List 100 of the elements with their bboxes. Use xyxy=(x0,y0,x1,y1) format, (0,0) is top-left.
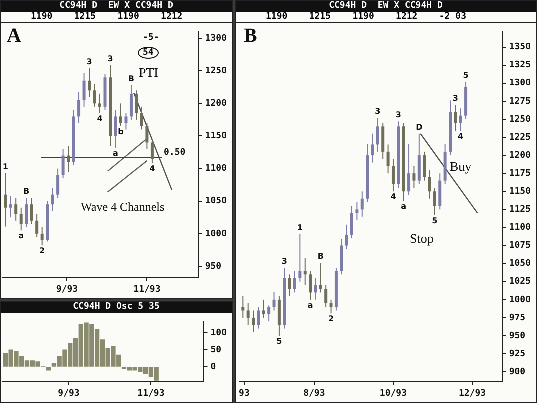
candlestick xyxy=(93,84,96,108)
y-tick-label: 1200 xyxy=(205,99,228,110)
candlestick xyxy=(423,151,426,182)
annotation: Wave 4 Channels xyxy=(81,200,165,215)
candlestick xyxy=(392,158,395,192)
chart-subtitle: 1190 1215 1190 1212 -2 03 xyxy=(236,12,536,23)
y-tick-label: 1300 xyxy=(205,34,228,44)
annotation: 3 xyxy=(108,54,114,64)
annotation: -5- xyxy=(143,33,160,43)
candlestick xyxy=(246,303,250,326)
chart-title: CC94H D Osc 5 35 xyxy=(1,302,232,313)
y-tick-label: 1300 xyxy=(509,78,532,89)
y-tick-label: 1150 xyxy=(205,132,228,142)
candlestick xyxy=(408,144,411,196)
candlestick xyxy=(459,108,462,132)
y-tick-label: 1175 xyxy=(509,168,532,179)
candlestick xyxy=(360,191,364,218)
annotation: 3 xyxy=(452,94,458,104)
x-tick-label: 11/93 xyxy=(134,284,161,295)
candlestick xyxy=(82,72,86,108)
chart-title: CC94H D EW X CC94H D xyxy=(236,1,536,12)
annotation: 5 xyxy=(432,216,438,226)
candlestick xyxy=(56,168,60,199)
y-tick-label: 1125 xyxy=(509,205,532,216)
y-tick-label: 1200 xyxy=(509,150,532,161)
candlestick xyxy=(146,122,149,150)
y-tick-label: 1225 xyxy=(509,132,532,143)
candlestick xyxy=(130,84,133,120)
annotation: 1 xyxy=(297,223,304,232)
annotation: a xyxy=(18,232,24,241)
annotation: 4 xyxy=(150,164,156,174)
y-tick-label: 975 xyxy=(509,313,526,324)
candlestick xyxy=(412,166,416,189)
annotation: B xyxy=(24,187,30,196)
annotation: 3 xyxy=(282,257,288,266)
annotation: 4 xyxy=(390,192,397,202)
candlestick xyxy=(293,270,296,294)
candlestick xyxy=(14,198,18,222)
candlestick xyxy=(119,103,122,127)
y-tick-label: 1025 xyxy=(509,277,532,288)
annotation: a xyxy=(401,202,407,212)
annotation: 3 xyxy=(375,107,381,116)
candlestick xyxy=(135,90,138,120)
annotation: 54 xyxy=(138,47,159,59)
annotation: 3 xyxy=(396,110,402,120)
candlestick xyxy=(88,68,92,98)
y-tick-label: 950 xyxy=(509,331,526,342)
y-tick-label: 50 xyxy=(210,345,222,356)
y-tick-label: 1350 xyxy=(509,42,532,53)
y-tick-label: 1275 xyxy=(509,96,532,107)
annotation: Stop xyxy=(410,231,434,247)
candlestick xyxy=(9,196,12,218)
y-tick-label: 1000 xyxy=(509,295,532,306)
annotation: 0.50 xyxy=(164,148,186,158)
y-tick-label: 1075 xyxy=(509,241,532,252)
candlestick xyxy=(298,234,302,282)
y-tick-label: 1250 xyxy=(509,114,532,125)
y-tick-label: 950 xyxy=(205,262,222,272)
x-tick-label: 11/93 xyxy=(138,388,165,399)
candlestick xyxy=(51,188,54,212)
annotation: b xyxy=(118,128,124,137)
candlestick xyxy=(262,299,266,318)
y-tick-label: 925 xyxy=(509,349,526,360)
candlestick xyxy=(30,198,34,225)
annotation: 1 xyxy=(2,162,9,172)
y-tick-label: 1100 xyxy=(205,164,228,174)
candlestick xyxy=(454,104,458,132)
y-tick-label: 1100 xyxy=(509,223,532,234)
annotation: A xyxy=(7,25,22,48)
y-tick-label: 100 xyxy=(210,328,228,339)
candlestick xyxy=(304,258,307,286)
candlestick xyxy=(319,262,322,294)
x-tick-label: 9/93 xyxy=(56,284,78,295)
candlestick xyxy=(371,133,374,164)
y-tick-label: 0 xyxy=(210,362,216,372)
candlestick xyxy=(428,169,432,200)
annotation: 4 xyxy=(458,132,464,142)
candlestick xyxy=(78,91,81,124)
y-tick-label: 1050 xyxy=(205,196,228,207)
y-tick-label: 900 xyxy=(509,367,526,378)
candlestick xyxy=(288,274,292,297)
annotation: a xyxy=(308,300,314,310)
candlestick xyxy=(356,202,359,222)
annotation: 5 xyxy=(276,337,283,346)
candlestick xyxy=(350,206,354,240)
candlestick xyxy=(124,112,128,130)
candlestick xyxy=(257,306,260,330)
annotation: B xyxy=(318,252,324,262)
candlestick xyxy=(345,224,348,250)
y-tick-label: 1250 xyxy=(205,66,228,76)
annotation: 3 xyxy=(86,58,92,67)
annotation: D xyxy=(416,122,424,132)
candlestick xyxy=(268,305,271,322)
annotation: 2 xyxy=(40,246,46,256)
candlestick xyxy=(314,278,318,300)
y-tick-label: 1050 xyxy=(509,259,532,270)
y-tick-label: 1150 xyxy=(509,186,532,197)
candlestick xyxy=(40,226,44,246)
y-tick-label: 1325 xyxy=(509,60,532,71)
annotation: 4 xyxy=(97,114,104,124)
